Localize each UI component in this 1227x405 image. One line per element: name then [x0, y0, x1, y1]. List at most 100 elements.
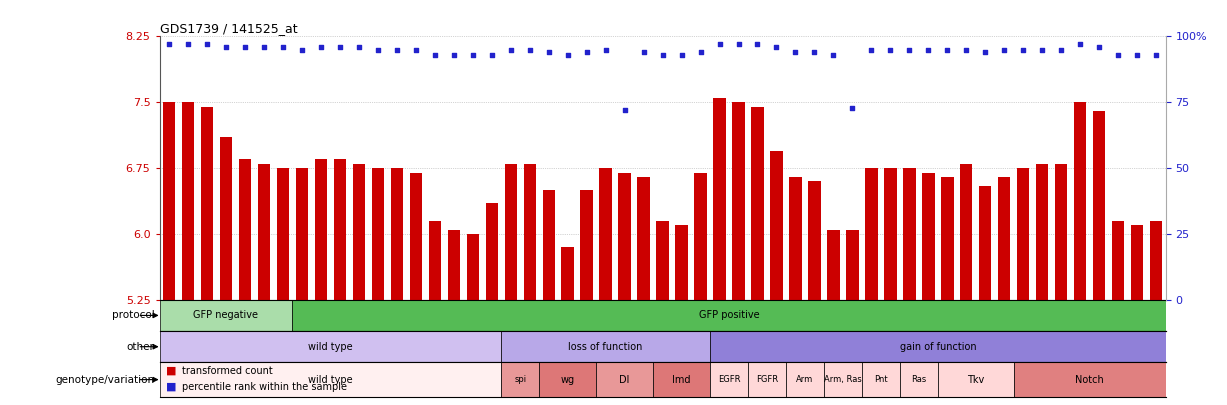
Point — [1014, 47, 1033, 53]
Bar — [1093, 111, 1106, 300]
Text: wild type: wild type — [308, 342, 352, 352]
Point — [1032, 47, 1052, 53]
Text: Imd: Imd — [672, 375, 691, 385]
Point — [444, 52, 464, 58]
Point — [653, 52, 672, 58]
Bar — [160, 331, 501, 362]
Bar — [941, 177, 953, 300]
Point — [1146, 52, 1166, 58]
Bar — [865, 168, 877, 300]
Bar — [713, 98, 725, 300]
Point — [691, 49, 710, 55]
Point — [919, 47, 939, 53]
Point — [292, 47, 312, 53]
Bar — [501, 331, 710, 362]
Bar — [334, 159, 346, 300]
Text: GDS1739 / 141525_at: GDS1739 / 141525_at — [160, 22, 297, 35]
Point — [1070, 41, 1090, 48]
Bar — [809, 181, 821, 300]
Bar — [372, 168, 384, 300]
Bar — [675, 225, 687, 300]
Bar — [160, 362, 501, 397]
Point — [1128, 52, 1147, 58]
Bar — [710, 331, 1166, 362]
Point — [975, 49, 995, 55]
Text: GFP negative: GFP negative — [194, 310, 259, 320]
Point — [387, 47, 406, 53]
Point — [482, 52, 502, 58]
Bar — [504, 164, 517, 300]
Bar — [998, 177, 1011, 300]
Point — [236, 44, 255, 50]
Point — [463, 52, 482, 58]
Bar — [885, 168, 897, 300]
Text: Tkv: Tkv — [967, 375, 984, 385]
Text: EGFR: EGFR — [718, 375, 740, 384]
Point — [1052, 47, 1071, 53]
Point — [406, 47, 426, 53]
Text: genotype/variation: genotype/variation — [55, 375, 155, 385]
Bar — [596, 362, 653, 397]
Bar — [201, 107, 213, 300]
Text: wild type: wild type — [308, 375, 352, 385]
Text: Notch: Notch — [1075, 375, 1104, 385]
Bar — [733, 102, 745, 300]
Bar — [827, 230, 839, 300]
Bar — [1055, 164, 1067, 300]
Point — [671, 52, 691, 58]
Bar — [277, 168, 290, 300]
Point — [348, 44, 368, 50]
Point — [767, 44, 787, 50]
Text: other: other — [126, 342, 155, 352]
Point — [747, 41, 767, 48]
Bar — [656, 221, 669, 300]
Bar — [1036, 164, 1048, 300]
Point — [160, 41, 179, 48]
Bar — [923, 173, 935, 300]
Point — [501, 47, 520, 53]
Bar — [501, 362, 539, 397]
Bar — [466, 234, 479, 300]
Bar — [861, 362, 899, 397]
Point — [805, 49, 825, 55]
Bar — [314, 159, 328, 300]
Bar — [618, 173, 631, 300]
Bar — [1017, 168, 1029, 300]
Point — [274, 44, 293, 50]
Point — [823, 52, 843, 58]
Point — [1090, 44, 1109, 50]
Bar — [899, 362, 937, 397]
Point — [729, 41, 748, 48]
Text: FGFR: FGFR — [756, 375, 778, 384]
Bar — [524, 164, 536, 300]
Bar — [182, 102, 194, 300]
Point — [843, 104, 863, 111]
Text: GFP positive: GFP positive — [698, 310, 760, 320]
Text: Arm, Ras: Arm, Ras — [825, 375, 861, 384]
Text: wg: wg — [561, 375, 574, 385]
Point — [520, 47, 540, 53]
Point — [596, 47, 616, 53]
Point — [957, 47, 977, 53]
Bar — [1112, 221, 1124, 300]
Bar — [638, 177, 650, 300]
Bar — [352, 164, 364, 300]
Bar — [580, 190, 593, 300]
Point — [198, 41, 217, 48]
Bar — [1131, 225, 1144, 300]
Point — [785, 49, 805, 55]
Bar — [220, 137, 232, 300]
Point — [312, 44, 331, 50]
Point — [425, 52, 444, 58]
Bar — [789, 177, 801, 300]
Bar — [694, 173, 707, 300]
Bar — [847, 230, 859, 300]
Bar — [825, 362, 861, 397]
Bar — [390, 168, 402, 300]
Point — [634, 49, 654, 55]
Bar — [296, 168, 308, 300]
Point — [937, 47, 957, 53]
Bar — [562, 247, 574, 300]
Bar — [787, 362, 825, 397]
Bar — [542, 190, 555, 300]
